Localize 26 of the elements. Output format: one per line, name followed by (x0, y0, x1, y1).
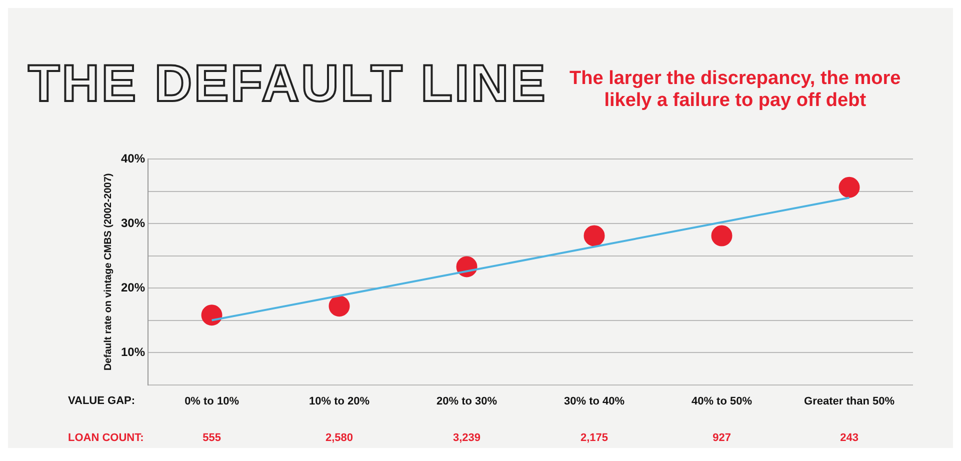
y-tick-label: 10% (120, 344, 146, 359)
y-tick-label: 30% (120, 216, 146, 230)
text: LOAN COUNT: (68, 432, 144, 444)
point (328, 296, 350, 317)
text: 555 (202, 432, 221, 444)
x-tick-label: 40% to 50% (691, 395, 752, 408)
x-tick-label: Greater than 50% (804, 395, 895, 408)
point (838, 176, 860, 198)
text: 927 (712, 432, 731, 444)
chart-title: THE DEFAULT LINE (28, 55, 548, 113)
text: 243 (840, 432, 858, 444)
point (584, 225, 605, 246)
x-tick-label: 20% to 30% (436, 395, 498, 408)
x-tick-label: 10% to 20% (309, 395, 370, 408)
text: 3,239 (452, 432, 481, 444)
x-axis-title: VALUE GAP: (68, 394, 136, 407)
point (201, 304, 222, 326)
y-tick-label: 40% (120, 151, 146, 166)
x-tick-label: 30% to 40% (564, 395, 625, 408)
y-tick-label: 20% (120, 280, 146, 294)
x-tick-label: 0% to 10% (184, 395, 240, 408)
point (711, 225, 732, 246)
chart-subtitle: The larger the discrepancy, the more likely a failure to pay off debt (568, 68, 902, 112)
text: 2,580 (326, 432, 354, 444)
y-axis-title: Default rate on vintage CMBS (2002-2007) (102, 173, 114, 371)
text: 2,175 (580, 432, 608, 444)
